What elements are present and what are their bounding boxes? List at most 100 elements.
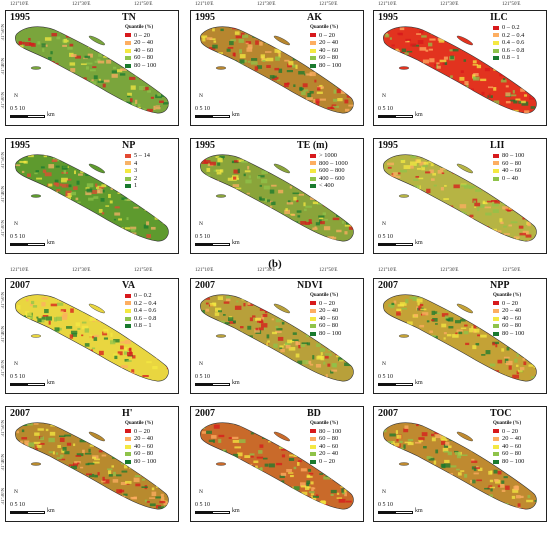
legend-swatch (125, 308, 131, 313)
legend-title: Quantile (%) (310, 25, 339, 30)
legend-swatch (310, 40, 316, 45)
legend-swatch (310, 444, 316, 449)
scale-ticks: 0 5 10 (378, 106, 393, 112)
legend-label: 1 (134, 182, 138, 190)
legend-label: 0.4 – 0.6 (502, 39, 525, 47)
legend-label: 60 – 80 (319, 54, 339, 62)
legend-swatch (125, 161, 131, 166)
island-shape (15, 422, 169, 510)
map-panel-np: 1995 NP 5 – 14 4 3 2 1 N 0 5 10 km (5, 138, 179, 254)
legend-label: 0.2 – 0.4 (134, 299, 157, 307)
year-label: 2007 (10, 408, 30, 419)
legend: 0 – 0.2 0.2 – 0.4 0.4 – 0.6 0.6 – 0.8 0.8 – … (125, 292, 156, 330)
scale-ticks: 0 5 10 (195, 106, 210, 112)
legend: 5 – 14 4 3 2 1 (125, 152, 150, 190)
legend-item: > 1000 (310, 152, 348, 160)
scale-ticks: 0 5 10 (195, 502, 210, 508)
variable-label: H' (122, 408, 133, 419)
longitude-label: 121°10'E (378, 268, 397, 273)
scale-unit: km (415, 112, 423, 118)
scale-unit: km (47, 240, 55, 246)
legend-item: 2 (125, 175, 150, 183)
legend-title: Quantile (%) (493, 293, 522, 298)
north-arrow-icon: N (199, 221, 203, 227)
legend: Quantile (%) 0 – 20 20 – 40 40 – 60 60 – 80 8… (310, 24, 341, 70)
scale-ticks: 0 5 10 (10, 234, 25, 240)
scale-ticks: 0 5 10 (195, 374, 210, 380)
legend-item: 4 (125, 160, 150, 168)
latitude-label: 31°50'N (1, 152, 6, 169)
legend-label: 80 – 100 (134, 61, 157, 69)
scale-ticks: 0 5 10 (378, 234, 393, 240)
legend-item: 0 – 20 (493, 300, 524, 308)
legend-swatch (493, 324, 499, 329)
legend-item: 5 – 14 (125, 152, 150, 160)
map-panel-lii: 1995 LII 80 – 100 60 – 80 40 – 60 0 – 40 N 0 5 … (373, 138, 547, 254)
legend-label: 2 (134, 174, 138, 182)
legend-label: 80 – 100 (502, 457, 525, 465)
year-label: 2007 (195, 280, 215, 291)
legend-label: 0 – 20 (319, 31, 335, 39)
legend-swatch (493, 452, 499, 457)
island-map (383, 154, 537, 242)
north-arrow-icon: N (199, 93, 203, 99)
variable-label: TOC (490, 408, 512, 419)
legend-label: 0.4 – 0.6 (134, 307, 157, 315)
legend-item: 0 – 20 (310, 32, 341, 40)
legend-swatch (125, 40, 131, 45)
legend-swatch (310, 161, 316, 166)
island-map (200, 294, 354, 382)
longitude-label: 121°10'E (10, 2, 29, 7)
legend-label: < 400 (319, 182, 334, 190)
legend-swatch (493, 444, 499, 449)
legend-swatch (493, 316, 499, 321)
map-panel-tem: 1995 TE (m) > 1000 800 – 1000 600 – 800 400 –… (190, 138, 364, 254)
scale-bar (378, 383, 413, 386)
legend-item: 60 – 80 (310, 54, 341, 62)
longitude-label: 121°50'E (134, 2, 153, 7)
legend-swatch (125, 324, 131, 329)
legend-swatch (493, 56, 499, 61)
variable-label: ILC (490, 12, 508, 23)
legend-item: 40 – 60 (310, 315, 341, 323)
legend-item: 80 – 100 (493, 458, 524, 466)
longitude-label: 121°10'E (195, 268, 214, 273)
latitude-label: 31°50'N (1, 420, 6, 437)
legend-label: 20 – 40 (134, 39, 154, 47)
legend-item: 80 – 100 (310, 428, 341, 436)
legend-item: 60 – 80 (125, 54, 156, 62)
legend: Quantile (%) 0 – 20 20 – 40 40 – 60 60 – 80 8… (493, 420, 524, 466)
legend-swatch (125, 444, 131, 449)
scale-unit: km (232, 380, 240, 386)
legend-item: 1 (125, 182, 150, 190)
legend-item: 60 – 80 (493, 322, 524, 330)
legend-swatch (310, 153, 316, 158)
scale-unit: km (232, 508, 240, 514)
legend-item: 0 – 0.2 (125, 292, 156, 300)
legend: Quantile (%) 80 – 100 60 – 80 40 – 60 20 – 4… (310, 420, 341, 466)
legend-label: 40 – 60 (319, 442, 339, 450)
section-label: (b) (268, 258, 282, 270)
year-label: 1995 (378, 12, 398, 23)
scale-bar (195, 511, 230, 514)
legend: 0 – 0.2 0.2 – 0.4 0.4 – 0.6 0.6 – 0.8 0.8 – … (493, 24, 524, 62)
legend-label: 0.2 – 0.4 (502, 31, 525, 39)
legend-label: 0 – 0.2 (134, 292, 152, 299)
legend-item: 0 – 20 (125, 428, 156, 436)
scale-bar (195, 243, 230, 246)
island-map (200, 422, 354, 510)
legend-label: 40 – 60 (319, 46, 339, 54)
legend-swatch (493, 168, 499, 173)
legend-label: 60 – 80 (502, 322, 522, 330)
year-label: 2007 (10, 280, 30, 291)
scale-unit: km (415, 240, 423, 246)
legend: Quantile (%) 0 – 20 20 – 40 40 – 60 60 – 80 8… (310, 292, 341, 338)
legend: Quantile (%) 0 – 20 20 – 40 40 – 60 60 – 80 8… (125, 24, 156, 70)
legend-swatch (310, 324, 316, 329)
legend-swatch (310, 301, 316, 306)
scale-bar (378, 115, 413, 118)
latitude-label: 31°40'N (1, 326, 6, 343)
legend-label: 60 – 80 (134, 54, 154, 62)
legend-item: 0 – 20 (310, 458, 341, 466)
legend-label: 40 – 60 (502, 167, 522, 175)
